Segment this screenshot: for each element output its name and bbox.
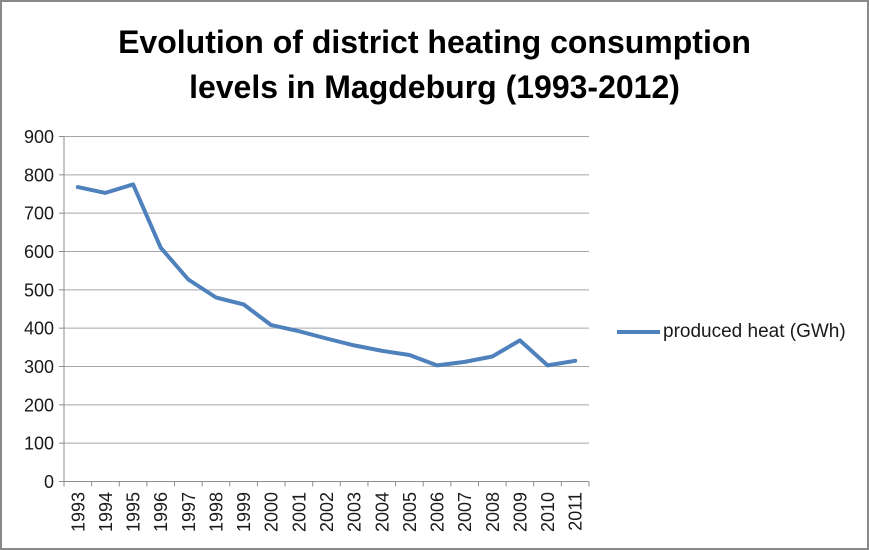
x-axis-label: 2010 (538, 492, 558, 532)
chart-title-line2: levels in Magdeburg (1993-2012) (189, 69, 680, 105)
y-axis-label: 900 (24, 127, 54, 147)
x-axis-label: 1994 (96, 492, 116, 532)
x-axis-label: 2011 (566, 492, 586, 531)
x-axis-label: 2007 (455, 492, 475, 532)
x-axis-label: 1993 (68, 492, 88, 532)
legend[interactable]: produced heat (GWh) (617, 321, 846, 343)
x-axis-label: 2003 (345, 492, 365, 532)
x-axis-label: 1996 (151, 492, 171, 532)
y-axis-label: 800 (24, 165, 54, 185)
y-axis-label: 200 (24, 395, 54, 415)
x-axis-label: 2000 (262, 492, 282, 532)
x-axis-label: 2004 (372, 492, 392, 532)
x-axis-label: 2009 (510, 492, 530, 532)
x-axis-label: 1999 (234, 492, 254, 532)
y-axis-label: 700 (24, 204, 54, 224)
series-line-produced-heat (75, 182, 578, 368)
x-axis-label: 2006 (428, 492, 448, 532)
x-axis-label: 2002 (317, 492, 337, 532)
x-axis-label: 2001 (289, 492, 309, 532)
y-axis-label: 400 (24, 319, 54, 339)
x-axis-label: 1997 (179, 492, 199, 532)
legend-label: produced heat (GWh) (663, 321, 846, 342)
x-axis-label: 1998 (206, 492, 226, 532)
x-axis-label: 1995 (124, 492, 144, 532)
y-axis-label: 0 (44, 472, 54, 492)
chart-title-line1: Evolution of district heating consumptio… (118, 24, 751, 60)
x-axis-label: 2008 (483, 492, 503, 532)
legend-line-sample (617, 330, 660, 334)
y-axis-label: 300 (24, 357, 54, 377)
y-axis-label: 600 (24, 242, 54, 262)
y-axis-label: 100 (24, 434, 54, 454)
x-axis-label: 2005 (400, 492, 420, 532)
y-axis-label: 500 (24, 280, 54, 300)
chart-title: Evolution of district heating consumptio… (2, 20, 867, 110)
